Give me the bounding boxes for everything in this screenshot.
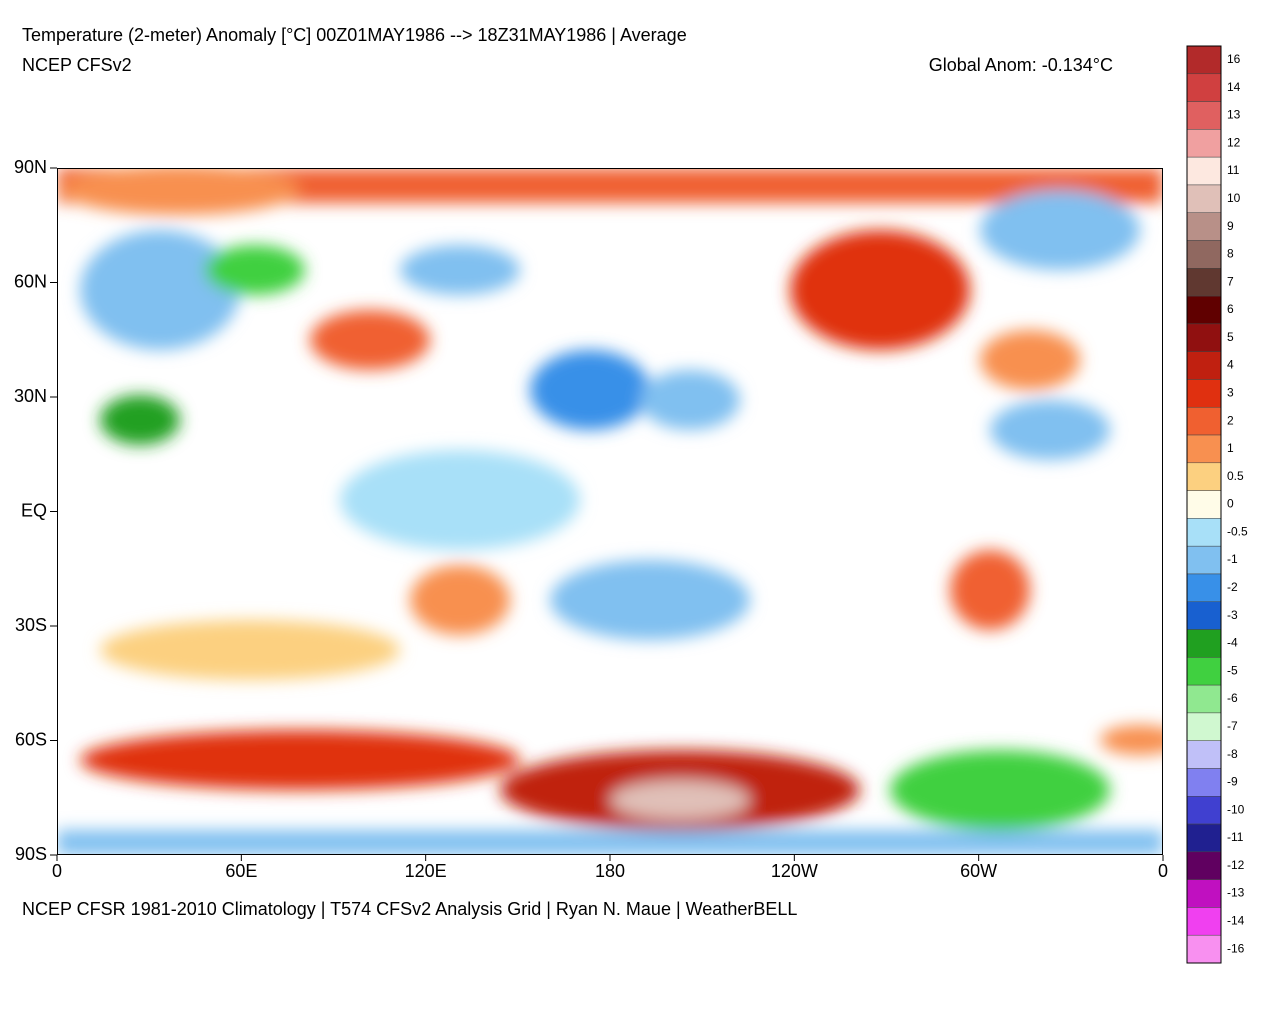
colorbar-label: -1 [1227, 552, 1238, 566]
footer: NCEP CFSR 1981-2010 Climatology | T574 C… [22, 899, 797, 919]
colorbar-swatch [1186, 629, 1222, 658]
colorbar-label: 11 [1227, 163, 1240, 177]
colorbar-label: -3 [1227, 608, 1238, 622]
colorbar-label: 8 [1227, 247, 1234, 261]
colorbar-swatch [1186, 851, 1222, 880]
title: Temperature (2-meter) Anomaly [°C] 00Z01… [22, 25, 687, 45]
colorbar-swatch [1186, 934, 1222, 964]
lon-label: 0 [52, 861, 62, 881]
lat-label: 30N [14, 386, 47, 406]
colorbar-label: -0.5 [1227, 524, 1248, 538]
global-anomaly: Global Anom: -0.134°C [929, 55, 1113, 75]
colorbar-label: -2 [1227, 580, 1238, 594]
colorbar-swatch [1186, 351, 1222, 380]
colorbar-label: 9 [1227, 219, 1234, 233]
lat-label: 60N [14, 271, 47, 291]
lat-label: EQ [21, 500, 47, 520]
colorbar-label: 5 [1227, 330, 1234, 344]
colorbar-label: -6 [1227, 691, 1238, 705]
colorbar-label: -9 [1227, 775, 1238, 789]
colorbar-label: 10 [1227, 191, 1241, 205]
lon-label: 0 [1158, 861, 1168, 881]
lon-label: 120E [405, 861, 447, 881]
colorbar-label: 0.5 [1227, 469, 1244, 483]
colorbar-label: 2 [1227, 413, 1234, 427]
colorbar-swatch [1186, 434, 1222, 464]
colorbar-swatch [1186, 73, 1222, 102]
colorbar-swatch [1186, 490, 1222, 519]
colorbar-swatch [1186, 712, 1222, 741]
colorbar-swatch [1186, 462, 1222, 491]
colorbar-swatch [1186, 295, 1222, 325]
colorbar-label: -10 [1227, 802, 1245, 816]
colorbar-swatch [1186, 406, 1222, 436]
lon-label: 60E [225, 861, 257, 881]
colorbar-swatch [1186, 545, 1222, 575]
colorbar-label: 7 [1227, 274, 1234, 288]
colorbar-swatch [1186, 184, 1222, 213]
colorbar-swatch [1186, 240, 1222, 269]
colorbar-label: -14 [1227, 913, 1245, 927]
colorbar-swatch [1186, 601, 1222, 630]
lat-label: 90S [15, 844, 47, 864]
colorbar-frame [1186, 45, 1222, 964]
colorbar-label: -11 [1227, 830, 1244, 844]
colorbar-swatch [1186, 212, 1222, 241]
colorbar-swatch [1186, 657, 1222, 686]
lat-label: 90N [14, 157, 47, 177]
colorbar-swatch [1186, 796, 1222, 825]
colorbar-label: -13 [1227, 886, 1245, 900]
colorbar-swatch [1186, 323, 1222, 352]
colorbar-swatch [1186, 879, 1222, 908]
colorbar-label: 16 [1227, 52, 1241, 66]
colorbar-swatch [1186, 379, 1222, 408]
colorbar-label: 3 [1227, 386, 1234, 400]
colorbar-label: -16 [1227, 941, 1245, 955]
colorbar-swatch [1186, 768, 1222, 797]
anomaly-field [57, 168, 1163, 855]
subtitle: NCEP CFSv2 [22, 55, 132, 75]
colorbar-label: 13 [1227, 108, 1241, 122]
lat-label: 60S [15, 729, 47, 749]
colorbar-swatch [1186, 45, 1222, 75]
colorbar-label: 6 [1227, 302, 1234, 316]
colorbar-label: 0 [1227, 497, 1234, 511]
colorbar-label: 1 [1227, 441, 1234, 455]
colorbar-swatch [1186, 518, 1222, 547]
colorbar-label: -12 [1227, 858, 1245, 872]
colorbar-swatch [1186, 823, 1222, 853]
colorbar-label: 4 [1227, 358, 1234, 372]
colorbar-swatch [1186, 101, 1222, 130]
lon-label: 60W [960, 861, 997, 881]
colorbar-label: -8 [1227, 747, 1238, 761]
colorbar-swatch [1186, 156, 1222, 186]
colorbar-label: 12 [1227, 135, 1241, 149]
colorbar-swatch [1186, 740, 1222, 769]
lon-label: 180 [595, 861, 625, 881]
colorbar-label: 14 [1227, 80, 1241, 94]
colorbar: 16 14 13 12 11 10 9 8 7 6 5 4 3 2 1 0.5 0 -0.5 -1 -2 -3 -4 -5 -… [1186, 45, 1248, 964]
colorbar-swatch [1186, 907, 1222, 936]
lat-label: 30S [15, 615, 47, 635]
colorbar-swatch [1186, 573, 1222, 603]
colorbar-label: -5 [1227, 663, 1238, 677]
lon-label: 120W [771, 861, 818, 881]
colorbar-swatch [1186, 268, 1222, 297]
colorbar-swatch [1186, 684, 1222, 714]
colorbar-label: -7 [1227, 719, 1238, 733]
colorbar-swatch [1186, 129, 1222, 158]
colorbar-label: -4 [1227, 636, 1238, 650]
